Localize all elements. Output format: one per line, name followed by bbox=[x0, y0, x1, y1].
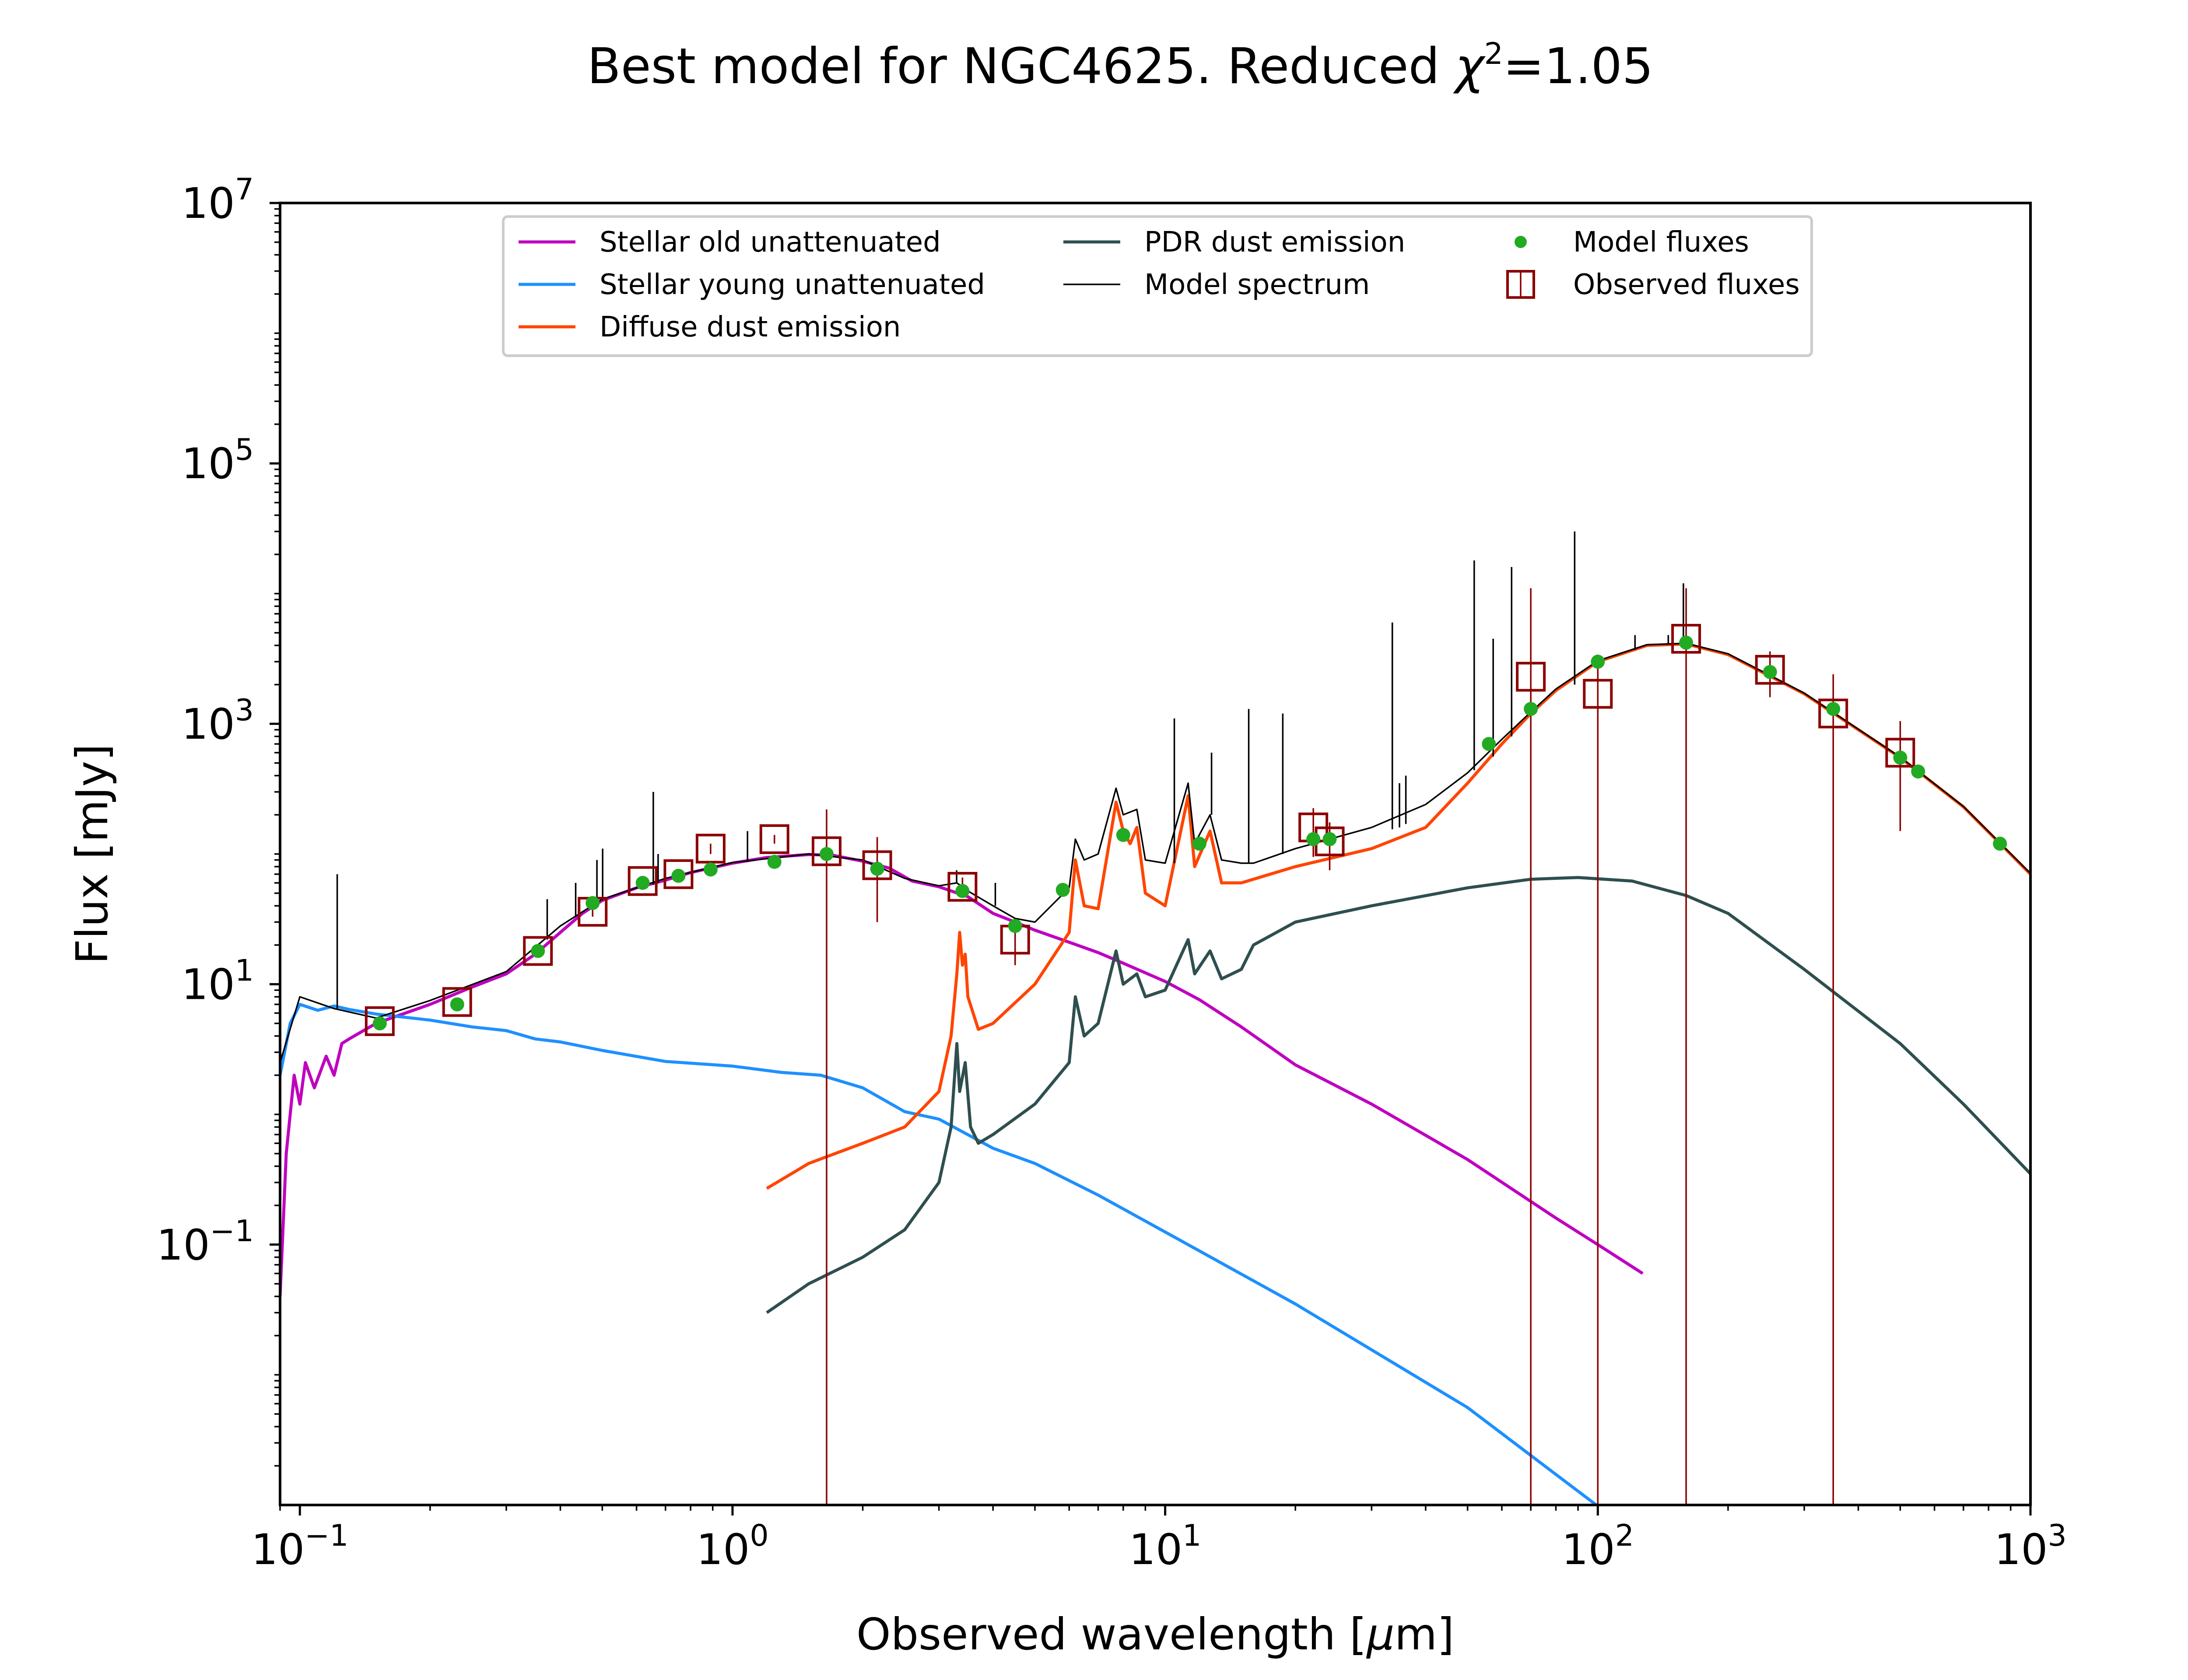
model-flux-point bbox=[1008, 919, 1022, 933]
model-flux-point bbox=[1911, 764, 1925, 779]
observed-flux-marker bbox=[1671, 624, 1701, 654]
x-tick-label: 103 bbox=[1994, 1519, 2066, 1574]
model-flux-point bbox=[1893, 750, 1907, 765]
observed-flux-marker bbox=[442, 987, 472, 1017]
model-flux-point bbox=[1993, 836, 2007, 851]
model-flux-point bbox=[531, 944, 545, 958]
model-flux-point bbox=[1679, 635, 1694, 650]
series-diffuse-dust-emission bbox=[766, 642, 2030, 1190]
y-tick-base: 10 bbox=[182, 439, 235, 488]
model-flux-point bbox=[1116, 828, 1130, 842]
series-pdr-dust-emission bbox=[766, 876, 2030, 1314]
observed-flux-marker bbox=[947, 872, 978, 902]
x-tick-exponent: −1 bbox=[305, 1519, 348, 1553]
y-tick-label: 103 bbox=[182, 693, 254, 749]
x-tick-exponent: 3 bbox=[2048, 1519, 2066, 1553]
observed-flux-marker bbox=[811, 836, 842, 866]
y-tick-label: 101 bbox=[182, 954, 254, 1009]
x-tick-exponent: 2 bbox=[1615, 1519, 1634, 1553]
y-tick-exponent: 7 bbox=[235, 172, 254, 207]
legend-item-stellar-young-unattenuated-label: Stellar young unattenuated bbox=[600, 269, 985, 301]
legend-item-observed-fluxes-label: Observed fluxes bbox=[1573, 269, 1800, 301]
observed-flux-marker bbox=[1583, 679, 1613, 709]
x-tick-base: 10 bbox=[251, 1525, 305, 1574]
plot-data bbox=[280, 531, 2030, 1505]
legend-item-stellar-old-unattenuated-label: Stellar old unattenuated bbox=[600, 226, 941, 259]
y-tick-exponent: −1 bbox=[210, 1214, 254, 1249]
observed-flux-marker bbox=[628, 866, 658, 896]
model-flux-point bbox=[1322, 832, 1337, 847]
y-tick-label: 10−1 bbox=[157, 1214, 254, 1270]
observed-flux-marker bbox=[1755, 654, 1785, 685]
legend-item-diffuse-dust-emission-label: Diffuse dust emission bbox=[600, 311, 901, 343]
x-tick-base: 10 bbox=[1129, 1525, 1182, 1574]
x-tick-base: 10 bbox=[1994, 1525, 2048, 1574]
model-flux-point bbox=[450, 997, 464, 1012]
model-flux-point bbox=[767, 854, 782, 869]
y-tick-label: 107 bbox=[182, 172, 254, 228]
y-tick-base: 10 bbox=[182, 179, 235, 228]
y-tick-base: 10 bbox=[182, 700, 235, 749]
model-flux-point bbox=[1763, 665, 1777, 679]
model-flux-point bbox=[703, 862, 718, 877]
observed-flux-marker bbox=[1818, 698, 1848, 728]
model-flux-point bbox=[955, 884, 970, 898]
legend-box bbox=[502, 215, 1813, 357]
model-flux-point bbox=[372, 1016, 387, 1031]
x-tick-label: 100 bbox=[696, 1519, 768, 1574]
model-flux-point bbox=[1524, 702, 1538, 716]
observed-flux-marker bbox=[695, 833, 726, 864]
y-tick-exponent: 1 bbox=[235, 954, 254, 988]
observed-flux-marker bbox=[862, 850, 892, 880]
model-flux-point bbox=[1826, 702, 1841, 716]
model-flux-point bbox=[1482, 737, 1496, 751]
observed-flux-marker bbox=[365, 1006, 395, 1036]
model-flux-point bbox=[1055, 883, 1070, 897]
observed-flux-marker bbox=[759, 824, 789, 854]
model-flux-point bbox=[870, 861, 884, 876]
legend-item-model-spectrum-label: Model spectrum bbox=[1144, 269, 1370, 301]
observed-flux-marker bbox=[663, 859, 694, 889]
y-tick-base: 10 bbox=[182, 960, 235, 1009]
model-flux-point bbox=[635, 876, 650, 890]
x-tick-label: 102 bbox=[1562, 1519, 1634, 1574]
model-flux-point bbox=[1306, 832, 1321, 847]
y-axis-label: Flux [mJy] bbox=[67, 744, 118, 964]
series-stellar-old-unattenuated bbox=[280, 853, 1644, 1297]
legend-item-pdr-dust-emission-label: PDR dust emission bbox=[1144, 226, 1405, 259]
observed-flux-marker bbox=[1885, 738, 1915, 768]
y-tick-exponent: 3 bbox=[235, 693, 254, 728]
observed-flux-marker bbox=[523, 936, 553, 966]
model-flux-point bbox=[819, 847, 834, 861]
observed-flux-marker bbox=[1516, 662, 1546, 692]
x-tick-base: 10 bbox=[1562, 1525, 1615, 1574]
legend-item-model-fluxes-swatch bbox=[1515, 236, 1527, 248]
legend-item-model-fluxes-label: Model fluxes bbox=[1573, 226, 1749, 259]
x-tick-exponent: 0 bbox=[750, 1519, 768, 1553]
x-tick-base: 10 bbox=[696, 1525, 750, 1574]
x-tick-label: 101 bbox=[1129, 1519, 1201, 1574]
x-axis-label: Observed wavelength [μm] bbox=[856, 1609, 1454, 1660]
model-flux-point bbox=[1192, 836, 1206, 851]
chart-title: Best model for NGC4625. Reduced χ2=1.05 bbox=[587, 37, 1653, 95]
series-stellar-young-unattenuated bbox=[280, 1003, 1599, 1505]
y-tick-exponent: 5 bbox=[235, 433, 254, 467]
y-tick-base: 10 bbox=[157, 1221, 210, 1270]
model-flux-point bbox=[671, 868, 686, 883]
legend: Stellar old unattenuated Stellar young un… bbox=[502, 215, 1813, 357]
x-tick-label: 10−1 bbox=[251, 1519, 348, 1574]
x-tick-exponent: 1 bbox=[1182, 1519, 1201, 1553]
model-flux-point bbox=[1591, 654, 1605, 669]
model-flux-point bbox=[586, 896, 600, 910]
y-tick-label: 105 bbox=[182, 433, 254, 488]
